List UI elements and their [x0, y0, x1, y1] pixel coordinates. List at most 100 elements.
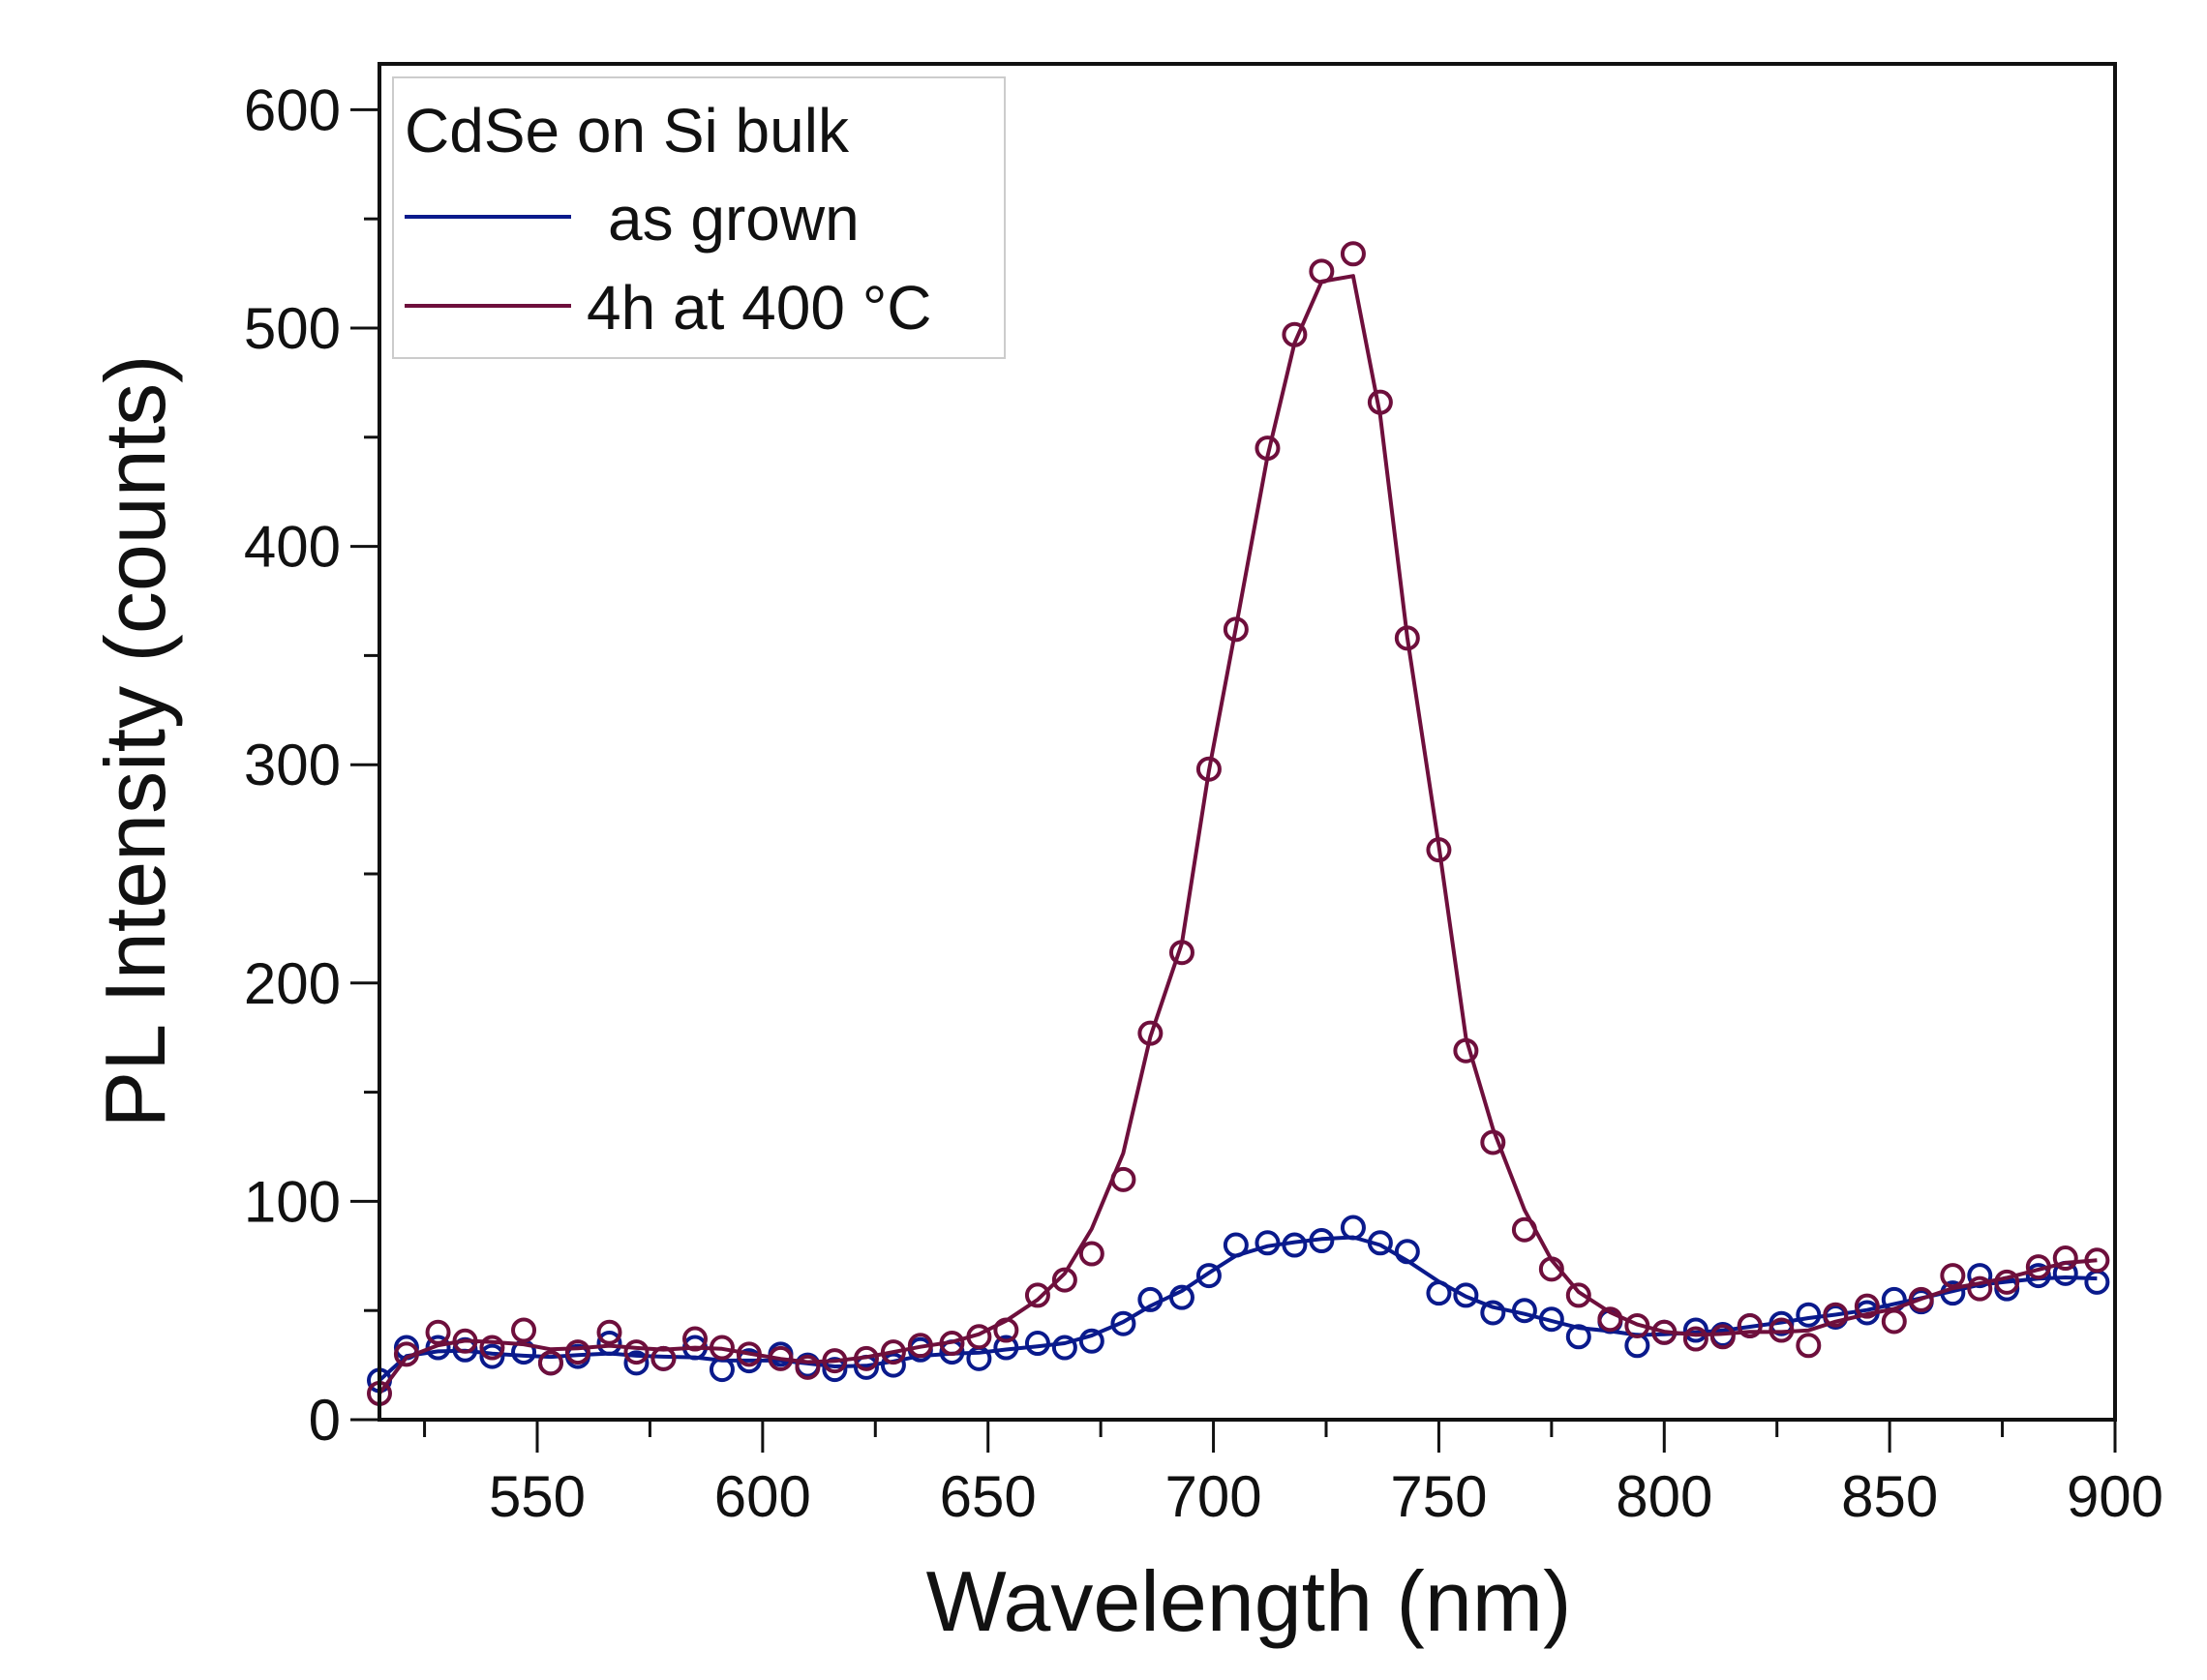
data-point	[596, 1319, 622, 1345]
data-point	[1737, 1312, 1763, 1338]
data-point	[1709, 1324, 1736, 1350]
data-point	[452, 1328, 478, 1354]
data-point	[1624, 1312, 1650, 1338]
data-point	[682, 1326, 708, 1352]
data-point	[966, 1324, 992, 1350]
legend-label-as-grown: as grown	[608, 184, 860, 254]
data-point	[1340, 1215, 1366, 1241]
data-point	[1195, 1263, 1222, 1289]
data-point	[939, 1331, 965, 1357]
legend-label-annealed: 4h at 400 °C	[587, 273, 932, 343]
x-tick-label: 700	[1165, 1464, 1262, 1529]
data-point	[1195, 756, 1222, 782]
data-point	[736, 1341, 762, 1367]
data-point	[1024, 1282, 1050, 1308]
data-point	[1538, 1256, 1564, 1282]
data-point	[1511, 1298, 1537, 1324]
data-point	[1168, 1284, 1194, 1310]
series-as-grown	[367, 1215, 2110, 1394]
data-point	[564, 1339, 590, 1365]
data-point	[2025, 1254, 2051, 1280]
y-axis-title: PL Intensity (counts)	[87, 355, 183, 1128]
data-point	[1967, 1275, 1993, 1302]
data-point	[1967, 1263, 1993, 1289]
data-point	[1340, 241, 1366, 267]
data-point	[1051, 1335, 1077, 1361]
data-point	[1078, 1241, 1104, 1267]
x-tick-label: 900	[2067, 1464, 2163, 1529]
data-point	[1367, 389, 1393, 415]
data-point	[479, 1343, 505, 1369]
data-point	[1769, 1317, 1795, 1343]
plot-frame	[378, 62, 2117, 1422]
y-tick-label: 500	[244, 296, 341, 361]
data-point	[1940, 1263, 1966, 1289]
data-point	[1309, 258, 1335, 285]
data-point	[1682, 1317, 1708, 1343]
data-point	[907, 1333, 933, 1359]
data-point	[623, 1339, 650, 1365]
series-annealed	[367, 241, 2110, 1406]
data-point	[853, 1345, 879, 1371]
data-point	[1051, 1267, 1077, 1293]
data-point	[1309, 1228, 1335, 1254]
data-point	[1538, 1306, 1564, 1333]
data-point	[1426, 837, 1452, 863]
data-point	[768, 1345, 794, 1371]
data-point	[1367, 1230, 1393, 1256]
data-point	[1137, 1286, 1164, 1312]
y-tick-label: 600	[244, 77, 341, 142]
data-point	[1511, 1216, 1537, 1243]
data-point	[650, 1345, 677, 1371]
data-point	[1823, 1302, 1849, 1328]
data-point	[511, 1317, 537, 1343]
data-point	[1394, 1239, 1420, 1265]
data-point	[1282, 321, 1308, 347]
data-point	[1110, 1310, 1136, 1336]
data-point	[425, 1319, 451, 1345]
data-point	[1223, 616, 1249, 643]
data-point	[880, 1352, 906, 1378]
data-point	[1881, 1308, 1907, 1335]
data-point	[1908, 1286, 1934, 1312]
x-tick-label: 850	[1841, 1464, 1938, 1529]
data-point	[795, 1354, 821, 1380]
data-point	[709, 1335, 735, 1361]
data-point	[1282, 1232, 1308, 1258]
x-tick-label: 800	[1616, 1464, 1712, 1529]
y-tick-label: 300	[244, 733, 341, 797]
data-point	[1223, 1232, 1249, 1258]
legend: CdSe on Si bulk as grown 4h at 400 °C	[392, 76, 1006, 359]
fit-line	[378, 274, 2098, 1395]
data-point	[1651, 1319, 1678, 1345]
data-point	[1796, 1333, 1822, 1359]
data-point	[993, 1335, 1019, 1361]
data-point	[2052, 1245, 2078, 1272]
data-point	[1110, 1166, 1136, 1192]
data-point	[1137, 1020, 1164, 1046]
y-tick-label: 0	[309, 1388, 341, 1453]
data-point	[596, 1331, 622, 1357]
y-tick-label: 200	[244, 951, 341, 1016]
data-point	[880, 1339, 906, 1365]
data-point	[1255, 435, 1281, 462]
data-point	[1078, 1328, 1104, 1354]
data-point	[2084, 1247, 2110, 1274]
data-point	[822, 1357, 848, 1383]
data-point	[1854, 1293, 1880, 1319]
data-point	[479, 1335, 505, 1361]
data-point	[2084, 1269, 2110, 1295]
data-point	[1255, 1230, 1281, 1256]
x-axis-title: Wavelength (nm)	[926, 1553, 1572, 1649]
data-point	[1453, 1282, 1479, 1308]
data-point	[2025, 1263, 2051, 1289]
data-point	[393, 1341, 419, 1367]
data-point	[1994, 1269, 2020, 1295]
data-point	[1480, 1300, 1506, 1326]
data-point	[1480, 1129, 1506, 1155]
x-tick-label: 750	[1390, 1464, 1487, 1529]
data-point	[1597, 1306, 1623, 1333]
data-point	[993, 1317, 1019, 1343]
data-point	[1394, 625, 1420, 651]
